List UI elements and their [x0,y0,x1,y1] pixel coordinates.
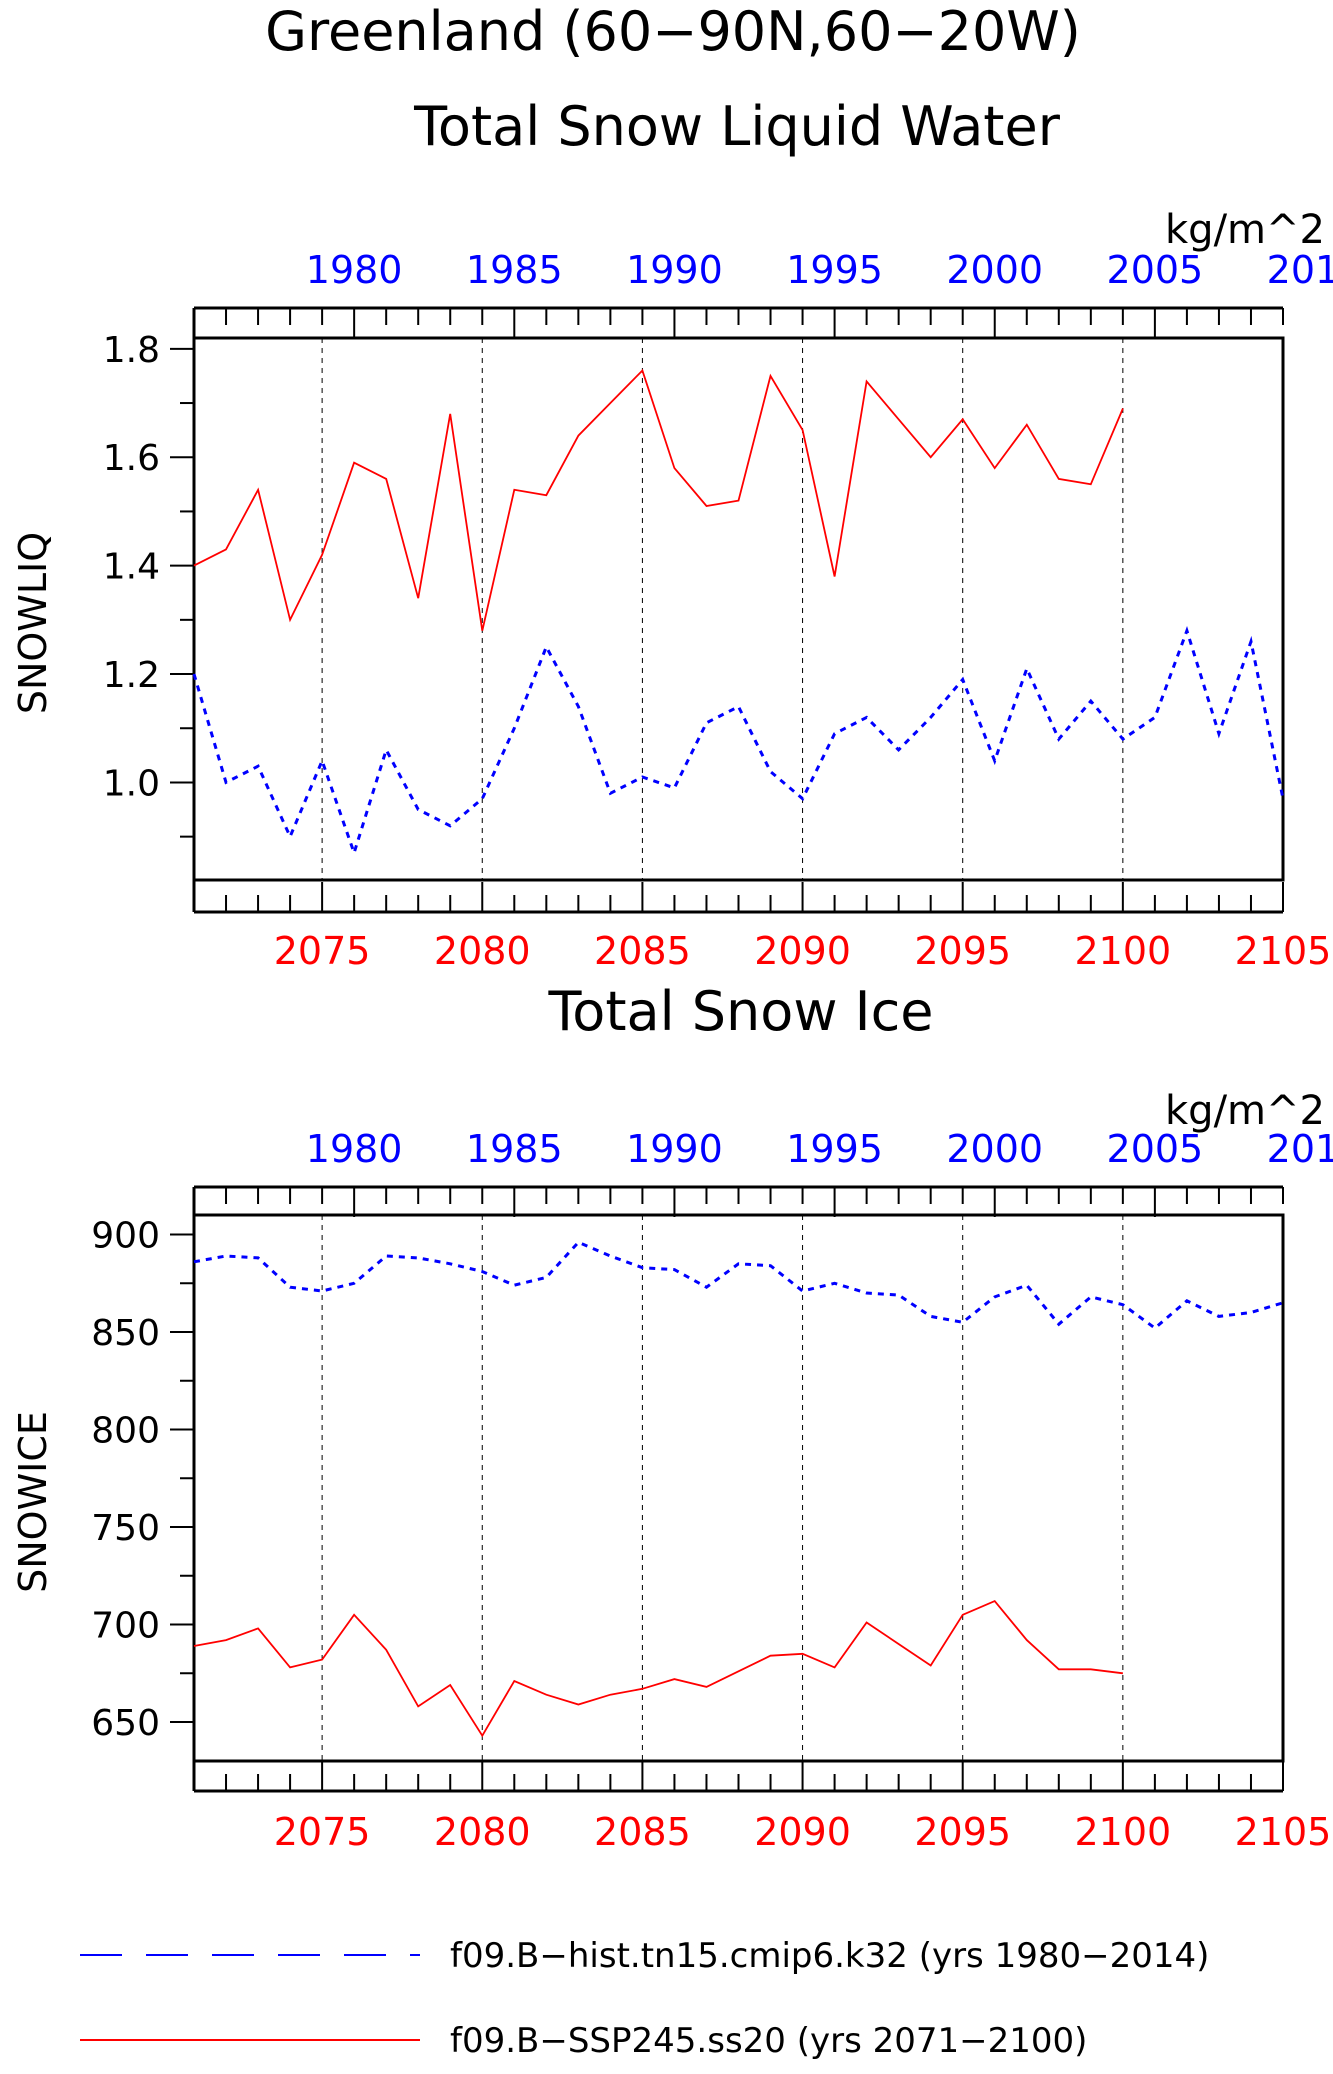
bottom-tick-label: 2090 [754,929,851,973]
plot-frame [192,336,1285,882]
legend: f09.B−hist.tn15.cmip6.k32 (yrs 1980−2014… [80,1936,1209,2061]
top-tick-label: 2005 [1107,248,1204,292]
top-tick-label: 1995 [786,1127,883,1171]
y-axis-label: SNOWICE [11,1411,55,1593]
chart-title-snowliq: Total Snow Liquid Water [413,95,1061,158]
y-axis-label: SNOWLIQ [11,532,55,714]
bottom-tick-label: 2095 [914,1810,1011,1854]
series-ssp-line [193,1600,1124,1738]
top-tick-label: 1990 [626,248,723,292]
bottom-tick-label: 2080 [434,929,531,973]
bottom-tick-label: 2095 [914,929,1011,973]
top-tick-label: 2010 [1267,1127,1333,1171]
y-tick-label: 750 [91,1508,160,1549]
bottom-tick-label: 2080 [434,1810,531,1854]
bottom-tick-label: 2105 [1235,1810,1332,1854]
y-tick-label: 1.4 [103,547,160,588]
top-tick-label: 1990 [626,1127,723,1171]
bottom-tick-label: 2090 [754,1810,851,1854]
plot-frame [192,1213,1285,1763]
legend-label-hist: f09.B−hist.tn15.cmip6.k32 (yrs 1980−2014… [450,1936,1209,1976]
chart-title-snowice: Total Snow Ice [548,980,934,1043]
top-tick-label: 2000 [946,1127,1043,1171]
series-ssp-line [193,368,1124,631]
top-tick-label: 1980 [306,1127,403,1171]
bottom-tick-label: 2100 [1074,929,1171,973]
units-snowliq: kg/m^2 [1165,207,1325,253]
series-hist-line [193,1240,1284,1331]
legend-label-ssp: f09.B−SSP245.ss20 (yrs 2071−2100) [450,2021,1087,2061]
series-hist-line [192,626,1285,858]
y-tick-label: 800 [91,1411,160,1452]
bottom-tick-label: 2075 [274,1810,371,1854]
chart-snowliq: 1980 1985 1990 1995 2000 2005 2010 2075 2080 2085… [11,248,1333,973]
top-tick-label: 2010 [1267,248,1333,292]
y-tick-label: 1.6 [103,438,160,479]
top-tick-label: 2000 [946,248,1043,292]
units-snowice: kg/m^2 [1165,1088,1325,1134]
bottom-tick-label: 2100 [1074,1810,1171,1854]
bottom-tick-label: 2085 [594,1810,691,1854]
y-tick-label: 1.2 [103,655,160,696]
top-tick-label: 1995 [786,248,883,292]
top-tick-label: 1980 [306,248,403,292]
top-tick-label: 1985 [466,1127,563,1171]
figure-title: Greenland (60−90N,60−20W) [265,0,1081,63]
y-tick-label: 850 [91,1313,160,1354]
y-tick-label: 1.0 [103,763,160,804]
bottom-tick-label: 2085 [594,929,691,973]
bottom-tick-label: 2075 [274,929,371,973]
y-tick-label: 650 [91,1703,160,1744]
y-tick-label: 900 [91,1216,160,1257]
top-tick-label: 1985 [466,248,563,292]
bottom-tick-label: 2105 [1235,929,1332,973]
top-tick-label: 2005 [1107,1127,1204,1171]
y-tick-label: 700 [91,1606,160,1647]
chart-snowice: 1980 1985 1990 1995 2000 2005 2010 2075 2080 2085… [11,1127,1333,1854]
y-tick-label: 1.8 [103,330,160,371]
